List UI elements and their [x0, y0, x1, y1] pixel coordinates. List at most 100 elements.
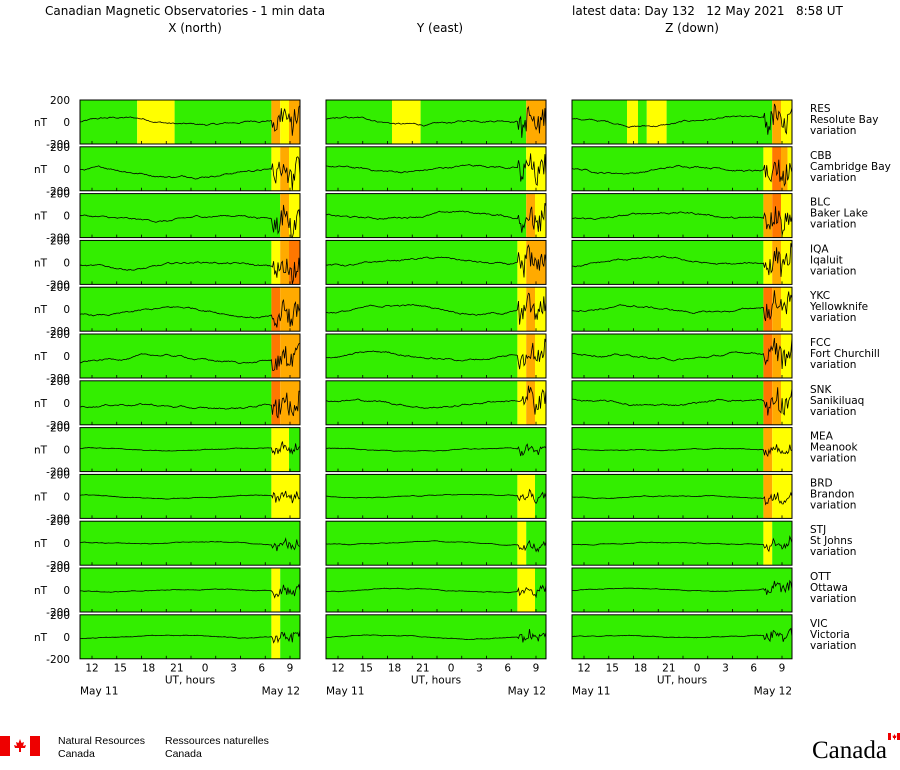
- panel-frame: [325, 99, 547, 145]
- station-code: SNK: [810, 384, 833, 396]
- units-label: nT: [34, 398, 48, 410]
- column-title-0: X (north): [168, 21, 222, 35]
- x-tick-label: 21: [170, 663, 183, 675]
- activity-band: [80, 380, 272, 425]
- svg-text:Canada: Canada: [812, 737, 887, 764]
- nrcan-en-line1: Natural Resources: [58, 735, 145, 747]
- variation-trace: [79, 105, 301, 136]
- activity-band: [763, 380, 773, 425]
- activity-band: [526, 521, 546, 566]
- x-tick-label: 3: [476, 663, 483, 675]
- y-tick-label-zero: 0: [63, 117, 70, 129]
- variation-trace: [79, 257, 301, 285]
- y-tick-label-top: 200: [50, 469, 70, 481]
- panel-mea-1: [325, 427, 547, 473]
- activity-band: [772, 521, 792, 566]
- units-label: nT: [34, 304, 48, 316]
- x-tick-label: 6: [504, 663, 511, 675]
- variation-trace: [79, 204, 301, 239]
- variation-trace: [571, 290, 793, 322]
- y-tick-label-zero: 0: [63, 445, 70, 457]
- panel-vic-1: [325, 614, 547, 660]
- activity-band: [80, 334, 272, 378]
- station-type: variation: [810, 359, 856, 371]
- station-type: variation: [810, 593, 856, 605]
- activity-band: [289, 193, 300, 238]
- panel-frame: [571, 239, 793, 285]
- variation-trace: [326, 629, 547, 643]
- activity-band: [572, 334, 764, 378]
- station-code: BRD: [810, 477, 833, 489]
- panel-ykc-0: 200 0 -200 nT: [34, 282, 301, 338]
- activity-band: [517, 521, 527, 566]
- activity-band: [326, 380, 518, 425]
- panel-frame: [325, 473, 547, 519]
- units-label: nT: [34, 117, 48, 129]
- panel-frame: [79, 99, 301, 145]
- panel-frame: [325, 239, 547, 285]
- panel-frame: [79, 286, 301, 332]
- date-label-end: May 12: [262, 686, 300, 698]
- variation-trace: [79, 490, 301, 504]
- activity-band: [572, 100, 627, 144]
- panel-vic-2: [571, 614, 793, 660]
- panel-frame: [79, 614, 301, 660]
- panel-frame: [325, 286, 547, 332]
- date-label-end: May 12: [508, 686, 546, 698]
- y-tick-label-zero: 0: [63, 491, 70, 503]
- variation-trace: [325, 153, 547, 187]
- panel-frame: [571, 333, 793, 379]
- variation-trace: [325, 338, 547, 370]
- x-tick-label: 15: [360, 663, 373, 675]
- activity-band: [517, 380, 527, 425]
- station-name: Cambridge Bay: [810, 161, 891, 173]
- panel-frame: [571, 427, 793, 473]
- date-label-start: May 11: [80, 686, 118, 698]
- activity-band: [280, 240, 289, 285]
- panel-frame: [571, 99, 793, 145]
- x-tick-label: 12: [85, 663, 98, 675]
- activity-band: [763, 287, 773, 332]
- panel-stj-0: 200 0 -200 nT: [34, 516, 301, 572]
- panel-frame: [571, 286, 793, 332]
- column-title-1: Y (east): [416, 21, 463, 35]
- activity-band: [772, 193, 781, 238]
- activity-band: [174, 100, 272, 144]
- activity-band: [392, 100, 421, 144]
- y-tick-label-bottom: -200: [46, 560, 70, 572]
- panel-frame: [325, 146, 547, 192]
- nrcan-english: Natural Resources Canada: [58, 735, 145, 761]
- units-label: nT: [34, 257, 48, 269]
- x-tick-label: 21: [662, 663, 675, 675]
- x-tick-label: 15: [114, 663, 127, 675]
- variation-trace: [325, 202, 547, 233]
- units-label: nT: [34, 351, 48, 363]
- x-axis-label: UT, hours: [411, 675, 461, 687]
- variation-trace: [571, 206, 793, 236]
- station-type: variation: [810, 640, 856, 652]
- variation-trace: [325, 539, 547, 553]
- y-tick-label-zero: 0: [63, 304, 70, 316]
- y-tick-label-bottom: -200: [46, 279, 70, 291]
- nrcan-en-line2: Canada: [58, 748, 95, 760]
- y-tick-label-top: 200: [50, 142, 70, 154]
- panel-frame: [79, 193, 301, 239]
- x-tick-label: 3: [722, 663, 729, 675]
- y-tick-label-bottom: -200: [46, 654, 70, 666]
- activity-band: [763, 146, 773, 191]
- y-tick-label-bottom: -200: [46, 513, 70, 525]
- variation-trace: [325, 105, 547, 138]
- y-tick-label-zero: 0: [63, 164, 70, 176]
- y-tick-label-zero: 0: [63, 585, 70, 597]
- activity-band: [517, 568, 535, 612]
- station-name: Baker Lake: [810, 208, 868, 220]
- date-label-start: May 11: [572, 686, 610, 698]
- variation-trace: [572, 579, 793, 595]
- activity-band: [772, 287, 781, 332]
- station-name: Iqaluit: [810, 254, 843, 266]
- station-name: Yellowknife: [809, 301, 868, 313]
- activity-band: [80, 100, 138, 144]
- activity-band: [526, 380, 535, 425]
- y-tick-label-zero: 0: [63, 632, 70, 644]
- panel-res-2: [571, 99, 793, 145]
